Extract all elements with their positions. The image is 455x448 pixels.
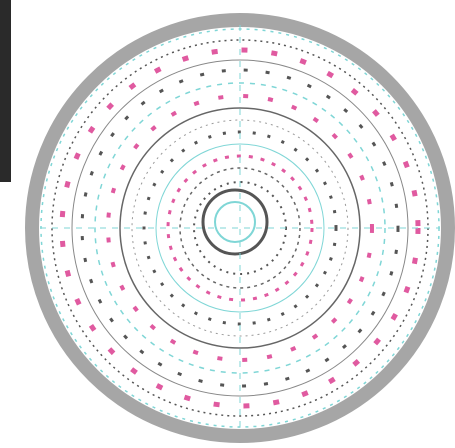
- left-edge: [0, 0, 11, 182]
- pink-marks: [166, 154, 314, 302]
- hub: [214, 201, 256, 243]
- ring-ticks: [131, 119, 349, 337]
- outer-rim: [25, 13, 455, 443]
- ring: [155, 143, 325, 313]
- ring-ticks: [94, 82, 386, 374]
- ring: [119, 107, 361, 349]
- scale-marks: [142, 130, 338, 326]
- ring: [71, 59, 409, 397]
- scale-marks: [80, 68, 400, 388]
- left-gap: [0, 182, 14, 262]
- dial: [25, 13, 455, 443]
- ring-ticks: [179, 167, 301, 289]
- inner-ring: [201, 188, 269, 256]
- pink-marks: [106, 94, 374, 362]
